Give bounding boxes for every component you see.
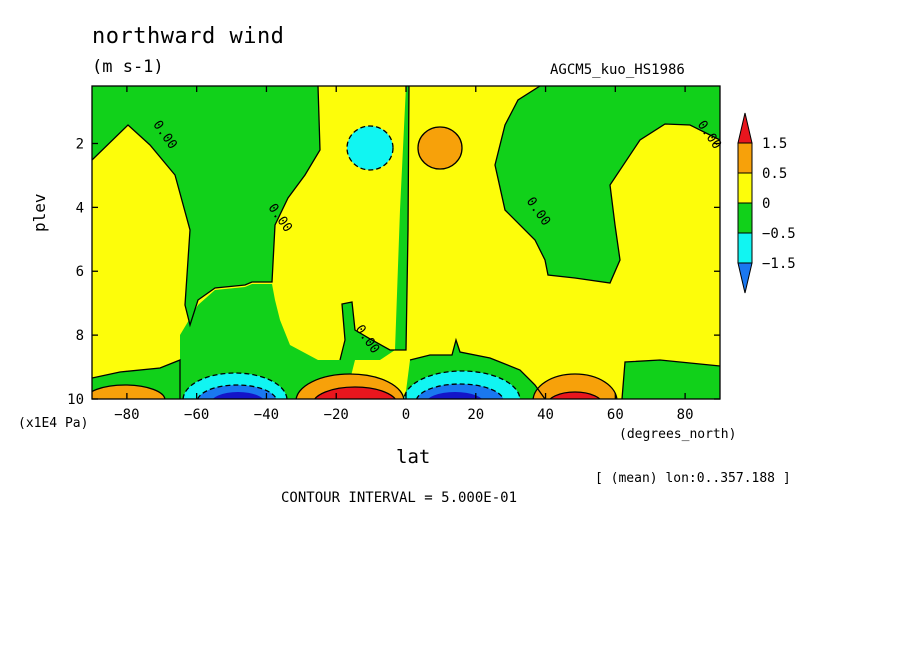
contour-line-sp-pos — [92, 384, 166, 399]
colorbar-label: −0.5 — [762, 226, 796, 242]
fill-negative-weak-sh2 — [180, 86, 409, 399]
colorbar-segment — [737, 202, 753, 234]
contour-line-layer — [92, 86, 720, 399]
fill-negative-weak-nh2 — [622, 360, 720, 399]
contour-line-nh-pos2 — [549, 391, 601, 399]
run-label: AGCM5_kuo_HS1986 — [550, 62, 685, 78]
contour-zero-line-low — [92, 359, 181, 399]
contour-zero-line-nh — [494, 86, 720, 284]
contour-line-nh-neg1 — [403, 370, 521, 399]
contour-zero-line-sh — [92, 86, 321, 328]
y-tick-label: 4 — [76, 200, 84, 216]
y-axis-unit: (x1E4 Pa) — [18, 416, 89, 431]
colorbar-label: 0.5 — [762, 166, 787, 182]
colorbar-label: 1.5 — [762, 136, 787, 152]
chart-units: (m s-1) — [92, 57, 164, 77]
fill-positive-mid-sp — [92, 385, 165, 399]
contour-zero-line-eq2 — [409, 337, 546, 399]
x-axis-label: lat — [396, 446, 431, 468]
fill-positive-mid-nh — [533, 374, 617, 399]
fill-negative-max-sh — [212, 392, 264, 399]
contour-line-nh-neg2 — [415, 383, 505, 399]
x-tick-label: 0 — [402, 407, 410, 423]
y-tick-label: 6 — [76, 264, 84, 280]
colorbar-label: −1.5 — [762, 256, 796, 272]
fill-negative-weak-nh — [495, 86, 720, 283]
x-tick-label: 20 — [467, 407, 484, 423]
x-tick-label: −40 — [254, 407, 279, 423]
contour-line-eq-pos2 — [314, 386, 396, 399]
fill-negative-weak-sh — [92, 86, 320, 325]
chart-title: northward wind — [92, 24, 285, 49]
colorbar-label: 0 — [762, 196, 770, 212]
x-tick-label: 40 — [537, 407, 554, 423]
x-tick-label: 60 — [607, 407, 624, 423]
fill-negative-max-nh — [427, 392, 483, 399]
y-tick-label: 8 — [76, 328, 84, 344]
x-tick-label: −60 — [184, 407, 209, 423]
colorbar-segment — [737, 142, 753, 174]
x-axis-unit: (degrees_north) — [619, 427, 737, 442]
mean-label: [ (mean) lon:0..357.188 ] — [595, 471, 791, 486]
colorbar-segment — [737, 172, 753, 204]
colorbar-triangle-up — [737, 112, 753, 144]
colorbar-segment — [737, 232, 753, 264]
x-tick-label: 80 — [677, 407, 694, 423]
fill-negative-upper — [347, 126, 393, 170]
colorbar-triangle-down — [737, 262, 753, 294]
contour-zero-line-nh2 — [621, 359, 720, 399]
y-tick-label: 10 — [67, 392, 84, 408]
x-tick-label: −80 — [114, 407, 139, 423]
contour-line-upper-pos — [417, 126, 463, 170]
fill-positive-strong-eq — [314, 387, 396, 399]
contour-interval-label: CONTOUR INTERVAL = 5.000E-01 — [281, 490, 518, 506]
contour-line-sh-neg2 — [196, 384, 278, 399]
fill-positive-upper — [418, 127, 462, 169]
colorbar: 1.5 0.5 0 −0.5 −1.5 — [737, 112, 796, 294]
contour-line-upper-neg — [346, 125, 394, 171]
x-tick-label: −20 — [324, 407, 349, 423]
contour-zero-line-eq — [339, 86, 410, 361]
y-tick-label: 2 — [76, 136, 84, 152]
contour-line-eq-pos1 — [295, 373, 405, 399]
axes-layer: −80 −60 −40 −20 0 20 40 60 80 2 4 6 8 10 — [67, 86, 720, 423]
contour-line-nh-pos1 — [532, 373, 618, 399]
